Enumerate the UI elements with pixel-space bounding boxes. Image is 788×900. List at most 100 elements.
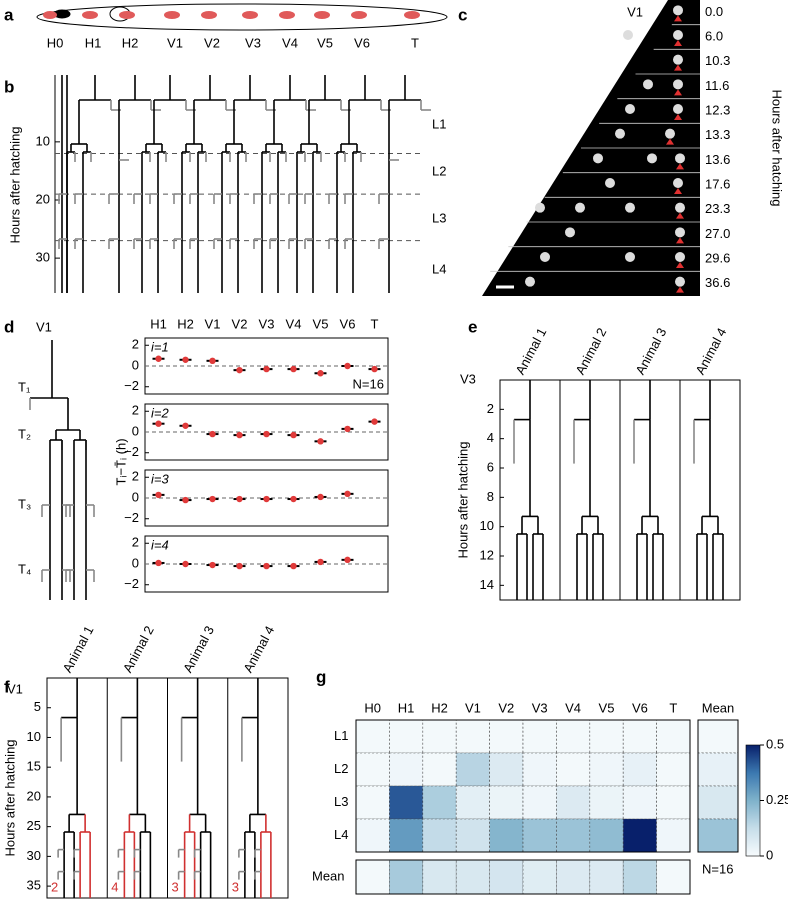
time-label: 0.0 <box>705 4 723 19</box>
y-tick-label: −2 <box>124 378 139 393</box>
heatmap-cell <box>489 859 524 895</box>
time-label: 10.3 <box>705 53 730 68</box>
time-label: 36.6 <box>705 275 730 290</box>
y-tick-label: 5 <box>34 699 41 714</box>
row-label: i=2 <box>151 405 169 420</box>
time-label: 23.3 <box>705 201 730 216</box>
heatmap-cell <box>622 719 657 754</box>
heatmap-cell <box>355 818 390 853</box>
cell-label: V1 <box>36 319 52 334</box>
mean-point <box>209 495 216 503</box>
mean-point <box>290 562 297 570</box>
row-label: L4 <box>334 827 348 842</box>
seam-cell <box>82 11 98 19</box>
heatmap-cell <box>622 752 657 787</box>
time-label: 17.6 <box>705 176 730 191</box>
heatmap-cell <box>656 752 691 787</box>
heatmap-cell <box>522 818 557 853</box>
n-label: N=16 <box>702 861 733 876</box>
y-tick-label: 14 <box>480 577 494 592</box>
cell-label: V5 <box>317 35 333 50</box>
nucleus <box>625 252 635 262</box>
marker <box>674 114 682 120</box>
cell-label: H1 <box>85 35 102 50</box>
column-label: H1 <box>398 700 415 715</box>
x-tick-label: T <box>371 316 379 331</box>
heatmap-cell <box>389 752 424 787</box>
cell-label: V2 <box>204 35 220 50</box>
x-tick-label: V6 <box>340 316 356 331</box>
y-tick-label: −2 <box>124 510 139 525</box>
panel-label: f <box>4 677 10 696</box>
mean-point <box>236 366 243 374</box>
time-label: 27.0 <box>705 226 730 241</box>
y-tick-label: 15 <box>27 759 41 774</box>
row-label: L1 <box>334 728 348 743</box>
cell-label: V1 <box>167 35 183 50</box>
time-label: 6.0 <box>705 28 723 43</box>
marker <box>674 64 682 71</box>
marker <box>676 212 684 219</box>
nucleus <box>525 276 535 287</box>
mean-point <box>209 430 216 438</box>
y-tick-label: 0 <box>132 555 139 570</box>
mean-point <box>317 438 324 445</box>
nucleus <box>673 5 683 16</box>
seam-cell <box>279 11 295 19</box>
heatmap-cell <box>589 752 624 787</box>
nucleus <box>675 227 685 238</box>
mean-point <box>371 418 378 425</box>
seam-cell <box>164 11 180 19</box>
heatmap-frame <box>355 859 691 895</box>
row-label: L2 <box>334 761 348 776</box>
row-label: Mean <box>312 868 345 883</box>
y-tick-label: 30 <box>27 848 41 863</box>
heatmap-cell <box>556 785 591 820</box>
y-tick-label: −2 <box>124 444 139 459</box>
nucleus <box>605 178 615 188</box>
heatmap-cell <box>589 719 624 754</box>
row-label: i=3 <box>151 471 169 486</box>
row-label: i=4 <box>151 537 169 552</box>
heatmap-cell <box>656 719 691 754</box>
column-label: V6 <box>632 700 648 715</box>
heatmap-cell <box>656 785 691 820</box>
y-tick-label: 25 <box>27 818 41 833</box>
nucleus <box>673 30 683 40</box>
panel-label: b <box>4 77 14 96</box>
column-label: V4 <box>565 700 581 715</box>
stage-label: L3 <box>432 210 446 225</box>
nucleus <box>575 202 585 213</box>
seam-cell <box>314 11 330 19</box>
nucleus <box>647 153 657 164</box>
y-axis-label: Hours after hatching <box>2 739 17 856</box>
y-tick-label: 8 <box>487 489 494 504</box>
mean-point <box>263 430 270 438</box>
cell-label: V3 <box>245 35 261 50</box>
mean-point <box>344 556 351 564</box>
heatmap-cell <box>522 859 557 895</box>
change-count: 2 <box>51 879 58 894</box>
column-label: H0 <box>364 700 381 715</box>
animal-label: Animal 4 <box>240 623 277 675</box>
time-label: 13.6 <box>705 152 730 167</box>
animal-label: Animal 4 <box>692 325 729 377</box>
mean-point <box>344 362 351 370</box>
heatmap-cell <box>589 859 624 895</box>
marker <box>674 40 682 46</box>
row-label: i=1 <box>151 339 169 354</box>
column-label: T <box>669 700 677 715</box>
mean-point <box>182 356 189 363</box>
change-count: 3 <box>172 879 179 894</box>
mean-point <box>182 422 189 429</box>
row-label: L3 <box>334 794 348 809</box>
seam-cell <box>242 11 258 19</box>
mean-point <box>344 490 351 498</box>
worm-outline <box>36 3 448 31</box>
mean-point <box>263 365 270 373</box>
panel-label: g <box>316 667 326 686</box>
tree-label: T₁ <box>18 379 31 394</box>
mean-point <box>182 560 189 568</box>
mean-point <box>236 495 243 503</box>
heatmap-cell <box>622 785 657 820</box>
